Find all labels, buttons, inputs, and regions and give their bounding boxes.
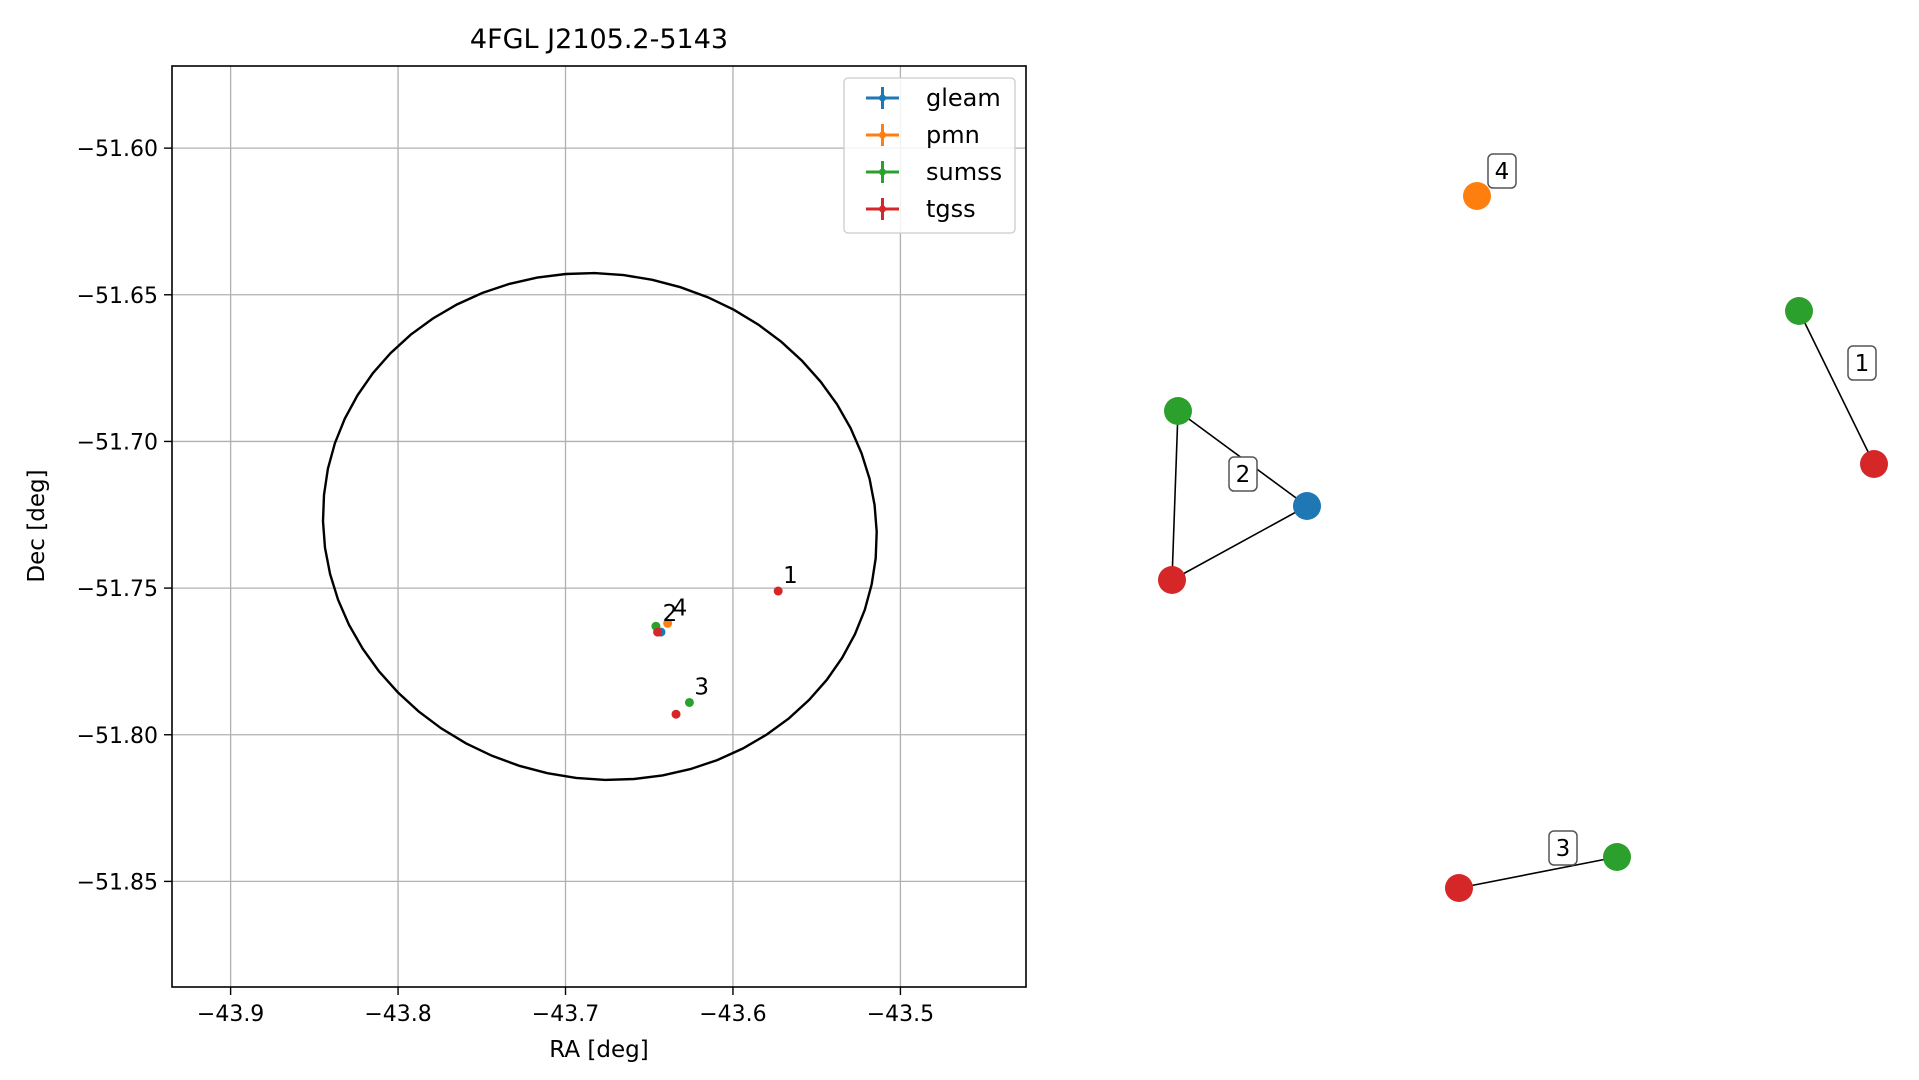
- x-tick-label: −43.6: [699, 1002, 766, 1027]
- axes-frame: [171, 65, 1027, 988]
- legend-marker-dot: [879, 131, 886, 139]
- point-tgss: [671, 709, 681, 719]
- edges-layer: [1171, 310, 1875, 889]
- network-edge: [1171, 505, 1308, 581]
- annotation-layer: 1 24 3: [663, 563, 798, 700]
- legend-marker-dot: [879, 168, 886, 176]
- network-label: 1: [1855, 351, 1870, 377]
- legend-frame: [843, 77, 1016, 234]
- network-edge: [1458, 856, 1618, 889]
- legend-label: gleam: [926, 84, 1001, 112]
- network-label: 2: [1236, 462, 1251, 488]
- network-node: [1463, 182, 1491, 210]
- x-ticks: −43.9 −43.8 −43.7 −43.6 −43.5: [197, 987, 934, 1027]
- legend-marker-dot: [879, 205, 886, 213]
- point-annotation: 3: [694, 674, 709, 700]
- x-tick-label: −43.8: [364, 1002, 431, 1027]
- ellipse-layer: [321, 271, 878, 782]
- point-sumss: [684, 697, 694, 707]
- network-node: [1293, 492, 1321, 520]
- y-axis-label: Dec [deg]: [24, 469, 50, 582]
- x-tick-label: −43.5: [867, 1002, 934, 1027]
- point-annotation: 2: [663, 601, 678, 627]
- point-tgss: [773, 586, 783, 596]
- network-node: [1785, 297, 1813, 325]
- chart-title: 4FGL J2105.2-5143: [470, 24, 728, 55]
- x-axis-label: RA [deg]: [549, 1037, 648, 1063]
- network-edge: [1798, 310, 1875, 465]
- error-ellipse: [321, 271, 878, 782]
- y-tick-label: −51.60: [77, 137, 158, 162]
- legend-label: sumss: [926, 158, 1002, 186]
- point-tgss: [653, 627, 663, 637]
- network-node: [1445, 874, 1473, 902]
- y-tick-label: −51.70: [77, 430, 158, 455]
- network-labels-layer: 4 1 2 3: [1228, 153, 1877, 866]
- legend: gleam pmn sumss tgss: [843, 77, 1016, 234]
- network-label-box: [1228, 456, 1258, 492]
- network-label: 3: [1556, 836, 1571, 862]
- y-tick-label: −51.80: [77, 724, 158, 749]
- network-label-box: [1548, 830, 1578, 866]
- x-tick-label: −43.9: [197, 1002, 264, 1027]
- network-edge: [1171, 410, 1179, 581]
- network-graph: 4 1 2 3: [1158, 153, 1888, 902]
- points-layer: [651, 586, 783, 719]
- legend-marker-dot: [879, 94, 886, 102]
- nodes-layer: [1158, 182, 1888, 902]
- network-node: [1603, 843, 1631, 871]
- point-pmn: [663, 618, 673, 628]
- y-tick-label: −51.85: [77, 870, 158, 895]
- point-annotation: 4: [673, 595, 688, 621]
- legend-label: tgss: [926, 195, 976, 223]
- network-label-box: [1847, 345, 1877, 381]
- network-label-box: [1487, 153, 1517, 189]
- y-tick-label: −51.65: [77, 284, 158, 309]
- network-node: [1860, 450, 1888, 478]
- point-annotation: 1: [783, 563, 798, 589]
- grid: [172, 66, 1026, 987]
- network-node: [1164, 397, 1192, 425]
- y-tick-label: −51.75: [77, 577, 158, 602]
- legend-label: pmn: [926, 121, 980, 149]
- y-ticks: −51.60 −51.65 −51.70 −51.75 −51.80 −51.85: [77, 137, 172, 895]
- network-node: [1158, 566, 1186, 594]
- x-tick-label: −43.7: [532, 1002, 599, 1027]
- network-label: 4: [1495, 159, 1510, 185]
